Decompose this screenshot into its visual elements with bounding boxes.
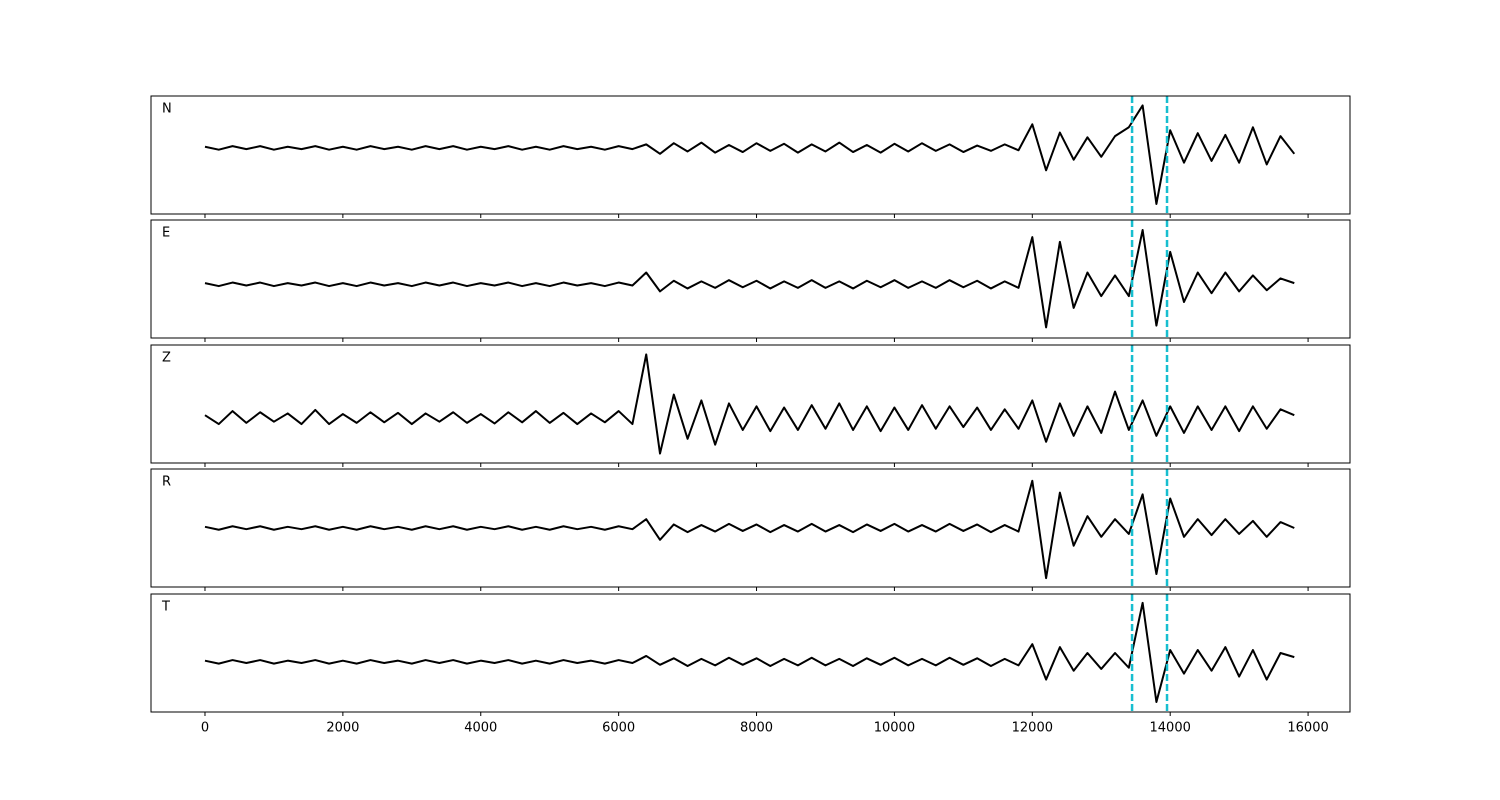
waveform (204, 104, 1296, 205)
trace-label: R (162, 475, 171, 490)
x-tick-label: 12000 (1012, 721, 1053, 736)
x-tick-label: 14000 (1150, 721, 1191, 736)
x-tick-label: 10000 (874, 721, 915, 736)
waveform (204, 229, 1295, 329)
x-tick-label: 8000 (740, 721, 773, 736)
waveform (204, 479, 1295, 580)
waveform (204, 601, 1295, 703)
axes-frame (150, 219, 1351, 339)
trace-label: T (161, 600, 170, 615)
axes-frame (150, 593, 1351, 713)
x-tick-label: 2000 (326, 721, 359, 736)
axes-frame (150, 344, 1351, 464)
x-tick-label: 16000 (1287, 721, 1328, 736)
trace-label: N (162, 102, 172, 117)
x-tick-label: 0 (201, 721, 209, 736)
trace-label: Z (162, 351, 171, 366)
trace-label: E (162, 226, 170, 241)
x-tick-label: 4000 (464, 721, 497, 736)
x-tick-label: 6000 (602, 721, 635, 736)
waveform (204, 353, 1295, 455)
axes-frame (150, 468, 1351, 588)
axes-frame (150, 95, 1351, 215)
